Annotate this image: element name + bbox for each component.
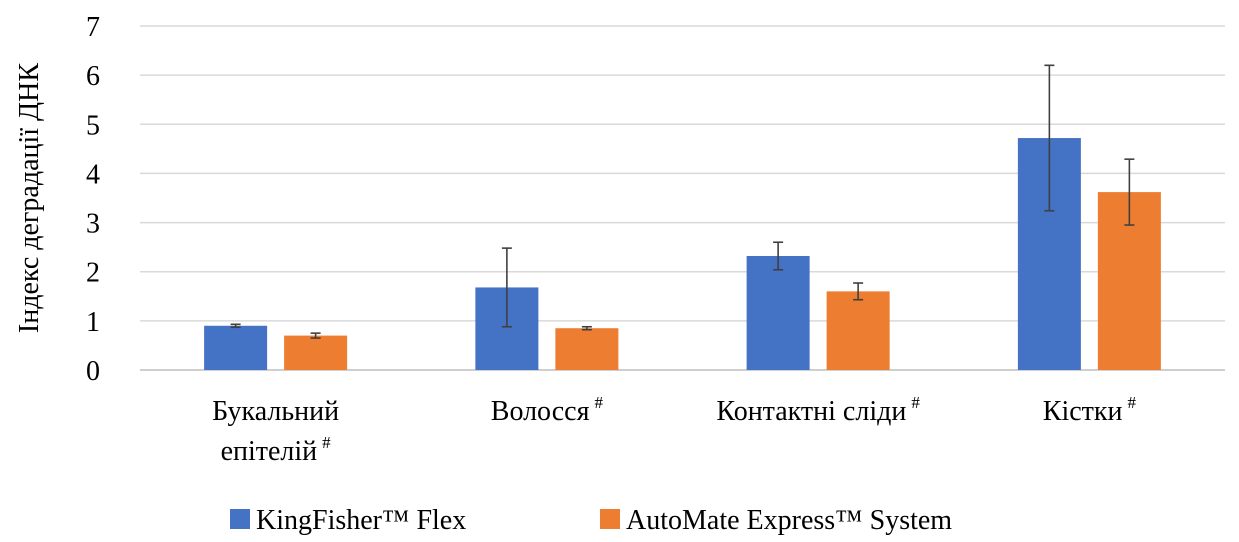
x-category-label: Контактні сліди # xyxy=(716,393,920,427)
error-bar xyxy=(501,247,512,328)
legend: KingFisher™ Flex AutoMate Express™ System xyxy=(230,505,952,536)
y-tick-label: 4 xyxy=(86,159,100,190)
y-tick-label: 1 xyxy=(86,307,100,338)
bar xyxy=(746,255,810,370)
error-bar xyxy=(1124,158,1135,226)
category-footnote-mark: # xyxy=(911,393,920,412)
y-tick-label: 2 xyxy=(86,258,100,289)
gridlines xyxy=(140,25,1225,371)
bar xyxy=(284,335,348,370)
error-bars xyxy=(230,64,1135,339)
legend-label: AutoMate Express™ System xyxy=(626,505,952,536)
y-tick-label: 5 xyxy=(86,110,100,141)
x-category-label: Кістки # xyxy=(1043,393,1137,427)
y-tick-label: 7 xyxy=(86,12,100,43)
bar xyxy=(826,291,890,370)
y-tick-label: 3 xyxy=(86,209,100,240)
category-footnote-mark: # xyxy=(594,393,603,412)
error-bar xyxy=(581,325,592,331)
x-category-label: Волосся # xyxy=(491,393,604,427)
error-bar xyxy=(773,241,784,271)
legend-label: KingFisher™ Flex xyxy=(256,505,466,536)
legend-swatch xyxy=(600,509,620,529)
x-axis-categories: Букальний епітелій # Волосся # Контактні слід… xyxy=(212,393,1136,467)
category-footnote-mark: # xyxy=(1127,393,1136,412)
error-bar xyxy=(230,323,241,329)
x-category-label: Букальний xyxy=(212,396,339,427)
y-axis-ticks: 0 1 2 3 4 5 6 7 xyxy=(86,12,100,387)
y-axis-label: Індекс деградації ДНК xyxy=(14,63,45,333)
bar xyxy=(555,328,619,370)
x-category-label: епітелій # xyxy=(221,433,332,467)
y-tick-label: 0 xyxy=(86,356,100,387)
error-bar xyxy=(853,282,864,301)
category-footnote-mark: # xyxy=(322,433,331,452)
y-tick-label: 6 xyxy=(86,61,100,92)
legend-entry: AutoMate Express™ System xyxy=(600,505,952,536)
bar xyxy=(204,325,268,370)
error-bar xyxy=(1044,64,1055,212)
legend-swatch xyxy=(230,509,250,529)
legend-entry: KingFisher™ Flex xyxy=(230,505,466,536)
error-bar xyxy=(310,332,321,339)
